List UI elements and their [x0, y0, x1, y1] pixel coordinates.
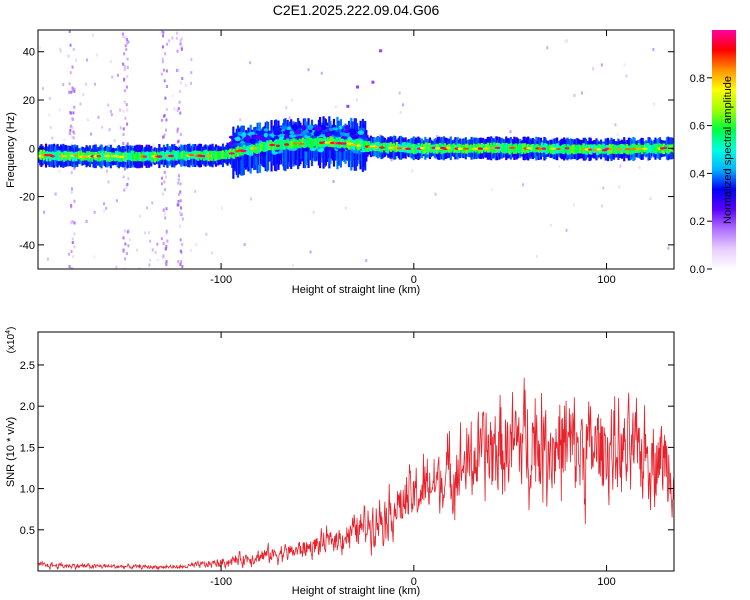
colorbar-tick-label: 0.6	[690, 121, 705, 133]
snr-x-tick-label: 0	[411, 576, 417, 588]
spectrogram-y-tick-label: -20	[19, 192, 35, 204]
svg-text:(x104): (x104)	[5, 327, 17, 354]
snr-y-tick-label: 1.5	[20, 442, 35, 454]
colorbar-tick-label: 0.2	[690, 216, 705, 228]
spectrogram-heatmap	[38, 30, 674, 269]
snr-y-axis-label: SNR (10 * v/v)	[5, 417, 17, 487]
snr-y-tick-label: 2.5	[20, 360, 35, 372]
snr-series-line	[38, 377, 674, 571]
snr-panel: -100 0 100 0.5 1.0 1.5 2.0 2.5 Height of straig…	[5, 327, 675, 597]
spectrogram-x-tick-label: -100	[210, 274, 232, 286]
snr-x-axis-label: Height of straight line (km)	[292, 585, 420, 597]
snr-y-tick-label: 1.0	[20, 484, 35, 496]
snr-y-tick-label: 0.5	[20, 525, 35, 537]
snr-frame	[37, 331, 675, 572]
colorbar-label: Normalized spectral amplitude	[722, 76, 734, 224]
spectrogram-axes: -100 0 100 -40 -20 0 20 40	[19, 30, 674, 286]
snr-axes: -100 0 100 0.5 1.0 1.5 2.0 2.5	[20, 332, 674, 588]
spectrogram-y-axis-label: Frequency (Hz)	[5, 112, 17, 188]
colorbar-tick-label: 0.0	[690, 264, 705, 276]
colorbar-tick-label: 0.8	[690, 73, 705, 85]
snr-y-tick-label: 2.0	[20, 401, 35, 413]
snr-multiplier-base: (x10	[6, 333, 17, 353]
colorbar-axes: 0.0 0.2 0.4 0.6 0.8	[690, 73, 712, 276]
colorbar: 0.0 0.2 0.4 0.6 0.8 Normalized spectral ampl…	[690, 30, 736, 276]
chart-title: C2E1.2025.222.09.04.G06	[273, 2, 440, 18]
spectrogram-y-tick-label: -40	[19, 240, 35, 252]
spectrogram-y-tick-label: 0	[29, 143, 35, 155]
snr-x-tick-label: -100	[210, 576, 232, 588]
spectrogram-x-tick-label: 100	[597, 274, 615, 286]
spectrogram-frame	[37, 29, 675, 270]
spectrogram-y-tick-label: 40	[23, 47, 35, 59]
spectrogram-x-tick-label: 0	[411, 274, 417, 286]
colorbar-tick-label: 0.4	[690, 168, 705, 180]
spectrogram-y-tick-label: 20	[23, 95, 35, 107]
snr-multiplier-exponent: 4	[5, 330, 12, 334]
snr-multiplier: (x104)	[5, 327, 17, 354]
snr-x-tick-label: 100	[597, 576, 615, 588]
spectrogram-x-axis-label: Height of straight line (km)	[292, 284, 420, 296]
colorbar-gradient	[712, 30, 736, 269]
spectrogram-panel: -100 0 100 -40 -20 0 20 40 Height of straight l…	[5, 29, 675, 296]
